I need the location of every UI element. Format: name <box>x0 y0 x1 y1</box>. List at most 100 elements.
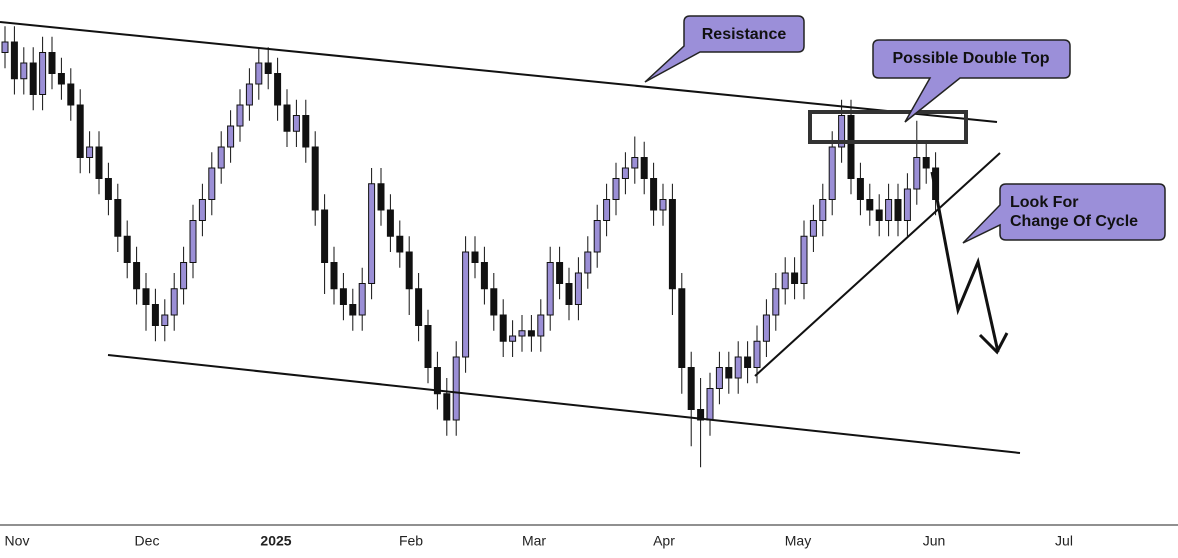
candle-body <box>405 251 413 290</box>
candle-body <box>208 167 216 200</box>
candle-body <box>133 262 141 290</box>
candle-body <box>104 178 112 200</box>
candle-body <box>292 115 300 132</box>
candle-body <box>274 73 282 106</box>
candle-body <box>640 157 648 179</box>
candle-body <box>546 262 554 316</box>
candle-body <box>396 235 404 253</box>
x-tick-label: 2025 <box>260 533 291 549</box>
candle-body <box>1 41 9 53</box>
candle-body <box>452 356 460 421</box>
cycle-label: Change Of Cycle <box>1010 213 1138 230</box>
x-tick-label: Feb <box>399 533 423 549</box>
candle-body <box>574 272 582 305</box>
candle-body <box>311 146 319 211</box>
candle-body <box>565 283 573 305</box>
candle-body <box>537 314 545 337</box>
candle-body <box>198 199 206 221</box>
candle-body <box>10 41 18 80</box>
candle-body <box>123 235 131 263</box>
candle-body <box>668 199 676 290</box>
candle-body <box>480 262 488 290</box>
candle-body <box>433 367 441 395</box>
candle-body <box>509 335 517 342</box>
candle-body <box>462 251 470 358</box>
candle-body <box>39 52 47 95</box>
candle-body <box>20 62 28 80</box>
candle-body <box>603 199 611 221</box>
candle-body <box>838 115 846 148</box>
candle-body <box>791 272 799 284</box>
candle-body <box>48 52 56 74</box>
candle-body <box>706 388 714 421</box>
x-tick-label: May <box>785 533 811 549</box>
candle-body <box>245 83 253 106</box>
candle-body <box>264 62 272 74</box>
candle-body <box>866 199 874 211</box>
cycle-callout <box>962 183 1166 244</box>
candle-body <box>330 262 338 290</box>
candle-body <box>903 188 911 221</box>
candle-body <box>734 356 742 379</box>
candle-body <box>236 104 244 127</box>
candle-body <box>753 340 761 368</box>
candle-body <box>781 272 789 290</box>
candle-body <box>527 330 535 337</box>
candle-body <box>76 104 84 158</box>
x-tick-label: Nov <box>5 533 30 549</box>
candle-body <box>349 304 357 316</box>
candle-body <box>809 220 817 237</box>
candle-body <box>67 83 75 106</box>
candle-body <box>621 167 629 179</box>
candle-body <box>715 367 723 389</box>
candle-body <box>922 157 930 169</box>
candle-body <box>490 288 498 316</box>
candle-body <box>151 304 159 326</box>
candle-body <box>687 367 695 410</box>
double-top-label: Possible Double Top <box>892 50 1049 67</box>
candle-body <box>499 314 507 342</box>
candle-body <box>189 220 197 263</box>
candle-body <box>584 251 592 274</box>
support-line <box>107 354 1021 454</box>
candle-body <box>913 157 921 190</box>
candle-body <box>593 220 601 253</box>
candle-body <box>631 157 639 169</box>
candle-body <box>227 125 235 148</box>
candle-body <box>321 209 329 263</box>
candle-body <box>744 356 752 368</box>
candle-body <box>518 330 526 337</box>
candle-body <box>217 146 225 169</box>
candle-body <box>29 62 37 95</box>
candle-body <box>885 199 893 221</box>
x-tick-label: Mar <box>522 533 546 549</box>
candle-body <box>161 314 169 326</box>
resistance-callout <box>644 15 805 83</box>
candle-body <box>828 146 836 200</box>
candle-body <box>762 314 770 342</box>
rising-line <box>754 152 1001 377</box>
x-tick-label: Dec <box>135 533 160 549</box>
candle-body <box>170 288 178 316</box>
candle-body <box>86 146 94 158</box>
candle-body <box>847 115 855 179</box>
candle-body <box>424 325 432 368</box>
candle-body <box>471 251 479 263</box>
candle-body <box>368 183 376 284</box>
candle-body <box>386 209 394 237</box>
candle-body <box>415 288 423 326</box>
x-tick-label: Apr <box>653 533 675 549</box>
candle-body <box>678 288 686 368</box>
candle-body <box>95 146 103 179</box>
x-tick-label: Jul <box>1055 533 1073 549</box>
resistance-line <box>0 21 998 123</box>
candle-body <box>180 262 188 290</box>
candle-body <box>819 199 827 221</box>
candle-body <box>142 288 150 305</box>
double-top-box <box>808 110 968 144</box>
candle-body <box>800 235 808 284</box>
candle-body <box>772 288 780 316</box>
projection-arrow <box>930 171 1000 353</box>
resistance-label: Resistance <box>702 26 787 43</box>
